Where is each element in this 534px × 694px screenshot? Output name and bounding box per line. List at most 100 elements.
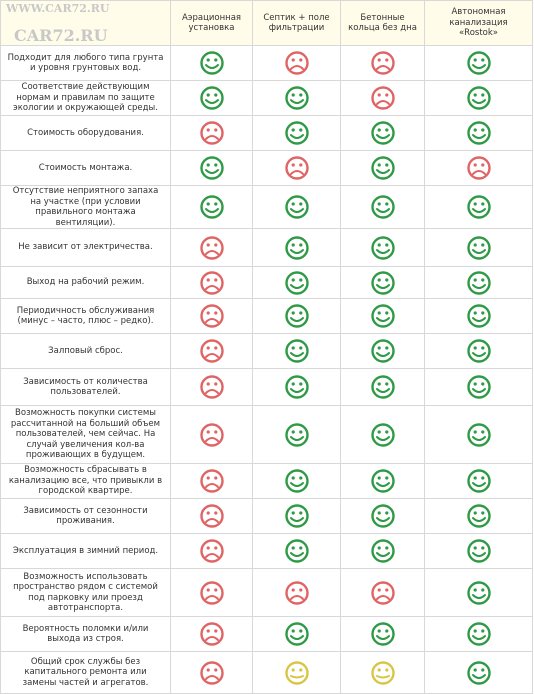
rating-icon xyxy=(284,422,309,447)
rating-icon xyxy=(199,270,224,295)
rating-cell xyxy=(170,115,253,151)
table-row: Стоимость монтажа. xyxy=(0,150,533,186)
table-row: Соответствие действующим нормам и правил… xyxy=(0,80,533,116)
rating-icon xyxy=(284,51,309,75)
rating-cell xyxy=(252,616,341,652)
watermark-logo: CAR72.RU xyxy=(14,26,108,45)
column-header: Бетонные кольца без дна xyxy=(340,0,425,46)
rating-cell xyxy=(170,405,253,464)
rating-cell xyxy=(170,463,253,499)
rating-icon xyxy=(199,86,224,110)
rating-icon xyxy=(370,580,395,605)
rating-icon xyxy=(466,622,491,646)
rating-cell xyxy=(340,405,425,464)
rating-icon xyxy=(466,580,491,605)
rating-cell xyxy=(340,463,425,499)
row-label: Общий срок службы без капитального ремон… xyxy=(0,651,171,694)
table-row: Залповый сброс. xyxy=(0,333,533,369)
rating-icon xyxy=(199,195,224,219)
rating-cell xyxy=(170,368,253,406)
rating-icon xyxy=(370,195,395,219)
rating-cell xyxy=(340,333,425,369)
rating-cell xyxy=(340,228,425,267)
rating-cell xyxy=(170,80,253,116)
rating-icon xyxy=(466,270,491,295)
rating-cell xyxy=(424,533,533,569)
rating-cell xyxy=(252,185,341,229)
rating-icon xyxy=(370,86,395,110)
table-row: Эксплуатация в зимний период. xyxy=(0,533,533,569)
rating-icon xyxy=(284,304,309,328)
rating-cell xyxy=(424,115,533,151)
header-row: Аэрационная установка Септик + поле фильт… xyxy=(0,0,533,46)
rating-icon xyxy=(466,235,491,260)
rating-icon xyxy=(284,660,309,685)
rating-cell xyxy=(424,463,533,499)
row-label: Не зависит от электричества. xyxy=(0,228,171,267)
rating-icon xyxy=(370,121,395,145)
rating-icon xyxy=(199,622,224,646)
rating-icon xyxy=(466,469,491,493)
rating-cell xyxy=(252,266,341,299)
rating-icon xyxy=(284,504,309,528)
table-row: Периодичность обслуживания (минус – част… xyxy=(0,298,533,334)
rating-cell xyxy=(340,616,425,652)
rating-cell xyxy=(424,651,533,694)
rating-icon xyxy=(284,270,309,295)
rating-icon xyxy=(199,304,224,328)
rating-cell xyxy=(170,150,253,186)
row-label: Возможность покупки системы рассчитанной… xyxy=(0,405,171,464)
rating-cell xyxy=(340,185,425,229)
rating-icon xyxy=(466,195,491,219)
rating-icon xyxy=(284,86,309,110)
rating-icon xyxy=(370,51,395,75)
rating-icon xyxy=(466,504,491,528)
table-row: Возможность использовать пространство ря… xyxy=(0,568,533,617)
rating-icon xyxy=(284,235,309,260)
rating-icon xyxy=(199,660,224,685)
row-label: Периодичность обслуживания (минус – част… xyxy=(0,298,171,334)
rating-cell xyxy=(424,150,533,186)
rating-icon xyxy=(370,375,395,399)
rating-icon xyxy=(199,121,224,145)
rating-cell xyxy=(252,568,341,617)
rating-cell xyxy=(424,185,533,229)
rating-icon xyxy=(466,660,491,685)
table-row: Стоимость оборудования. xyxy=(0,115,533,151)
rating-cell xyxy=(170,616,253,652)
rating-icon xyxy=(370,469,395,493)
rating-icon xyxy=(466,51,491,75)
rating-icon xyxy=(199,156,224,180)
rating-cell xyxy=(252,498,341,534)
row-label: Залповый сброс. xyxy=(0,333,171,369)
rating-icon xyxy=(370,660,395,685)
rating-icon xyxy=(284,539,309,563)
watermark: WWW.CAR72.RU xyxy=(6,2,110,15)
table-row: Зависимость от количества пользователей. xyxy=(0,368,533,406)
rating-cell xyxy=(424,45,533,81)
rating-cell xyxy=(170,298,253,334)
rating-cell xyxy=(424,368,533,406)
rating-icon xyxy=(466,86,491,110)
rating-cell xyxy=(170,333,253,369)
rating-icon xyxy=(370,235,395,260)
row-label: Отсутствие неприятного запаха на участке… xyxy=(0,185,171,229)
rating-cell xyxy=(340,266,425,299)
rating-icon xyxy=(370,422,395,447)
rating-cell xyxy=(252,80,341,116)
rating-icon xyxy=(284,195,309,219)
rating-icon xyxy=(199,51,224,75)
rating-cell xyxy=(252,45,341,81)
rating-icon xyxy=(466,539,491,563)
rating-cell xyxy=(170,228,253,267)
table-row: Вероятность поломки и/или выхода из стро… xyxy=(0,616,533,652)
rating-icon xyxy=(466,156,491,180)
rating-icon xyxy=(370,539,395,563)
rating-icon xyxy=(370,622,395,646)
rating-cell xyxy=(252,333,341,369)
rating-icon xyxy=(199,339,224,363)
rating-cell xyxy=(252,651,341,694)
row-label: Стоимость оборудования. xyxy=(0,115,171,151)
row-label: Эксплуатация в зимний период. xyxy=(0,533,171,569)
